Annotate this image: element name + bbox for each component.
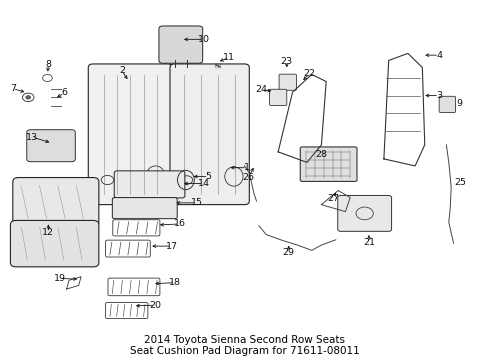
Text: 4: 4: [435, 51, 441, 60]
Text: 18: 18: [168, 278, 181, 287]
Text: 2: 2: [119, 67, 124, 76]
Text: 12: 12: [42, 228, 54, 237]
Text: 17: 17: [166, 242, 178, 251]
Text: 6: 6: [61, 88, 67, 97]
FancyBboxPatch shape: [159, 26, 202, 63]
Text: 10: 10: [197, 35, 209, 44]
FancyBboxPatch shape: [114, 171, 184, 198]
Text: 7: 7: [10, 84, 16, 93]
Text: 1: 1: [244, 163, 249, 172]
Text: 28: 28: [315, 150, 327, 159]
Text: 2014 Toyota Sienna Second Row Seats
Seat Cushion Pad Diagram for 71611-08011: 2014 Toyota Sienna Second Row Seats Seat…: [129, 335, 359, 356]
Text: 25: 25: [453, 178, 465, 187]
FancyBboxPatch shape: [27, 130, 75, 162]
Text: 26: 26: [242, 173, 254, 182]
FancyBboxPatch shape: [269, 89, 286, 105]
FancyBboxPatch shape: [112, 198, 177, 219]
FancyBboxPatch shape: [13, 177, 99, 226]
Text: 19: 19: [53, 274, 65, 283]
FancyBboxPatch shape: [337, 195, 391, 231]
Text: 11: 11: [223, 53, 235, 62]
Text: 13: 13: [26, 132, 38, 141]
Text: 22: 22: [303, 69, 315, 78]
Text: 3: 3: [435, 91, 441, 100]
FancyBboxPatch shape: [88, 64, 172, 204]
Text: 5: 5: [205, 172, 211, 181]
Circle shape: [26, 96, 31, 99]
FancyBboxPatch shape: [170, 64, 249, 204]
Text: 16: 16: [173, 220, 185, 229]
FancyBboxPatch shape: [279, 74, 296, 90]
Text: 24: 24: [255, 85, 267, 94]
Text: 20: 20: [149, 301, 161, 310]
Text: 9: 9: [456, 99, 462, 108]
Text: 21: 21: [363, 238, 375, 247]
FancyBboxPatch shape: [10, 220, 99, 267]
Text: 29: 29: [282, 248, 294, 257]
Text: 27: 27: [327, 194, 339, 203]
Text: 15: 15: [190, 198, 202, 207]
Text: 23: 23: [280, 57, 292, 66]
Text: 14: 14: [197, 179, 209, 188]
Text: 8: 8: [45, 60, 51, 69]
FancyBboxPatch shape: [438, 96, 455, 112]
FancyBboxPatch shape: [300, 147, 356, 181]
